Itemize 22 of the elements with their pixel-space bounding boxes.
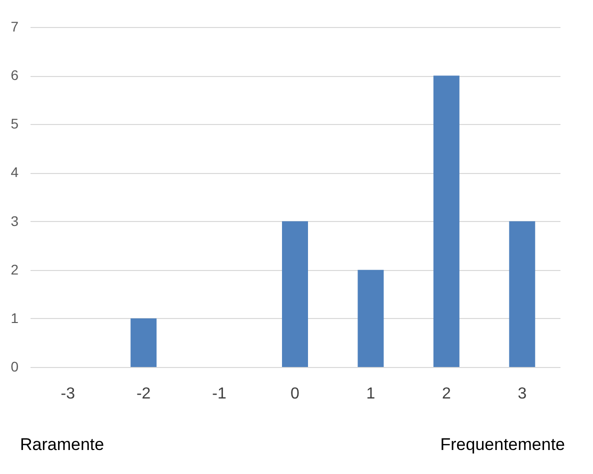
bar [358, 270, 384, 367]
bar [509, 221, 536, 367]
y-tick-label: 1 [10, 310, 19, 326]
bar [433, 76, 460, 367]
y-tick-label: 0 [10, 358, 19, 374]
x-tick-label: 2 [442, 386, 451, 402]
y-tick-label: 2 [10, 261, 19, 278]
y-tick-label: 5 [10, 116, 19, 132]
x-tick-label: -1 [212, 386, 226, 402]
y-tick-label: 6 [10, 67, 19, 84]
y-tick-label: 7 [10, 18, 19, 34]
x-tick-label: -3 [60, 386, 76, 402]
x-tick-label: -2 [136, 386, 151, 402]
bar [282, 221, 308, 367]
y-tick-label: 3 [10, 212, 19, 229]
text: Raramente [20, 435, 104, 454]
y-tick-label: 4 [10, 164, 19, 180]
text: Frequentemente [440, 435, 565, 454]
bar [130, 318, 157, 367]
x-tick-label: 3 [518, 386, 527, 402]
x-tick-label: 1 [366, 386, 376, 402]
x-tick-label: 0 [290, 386, 300, 402]
